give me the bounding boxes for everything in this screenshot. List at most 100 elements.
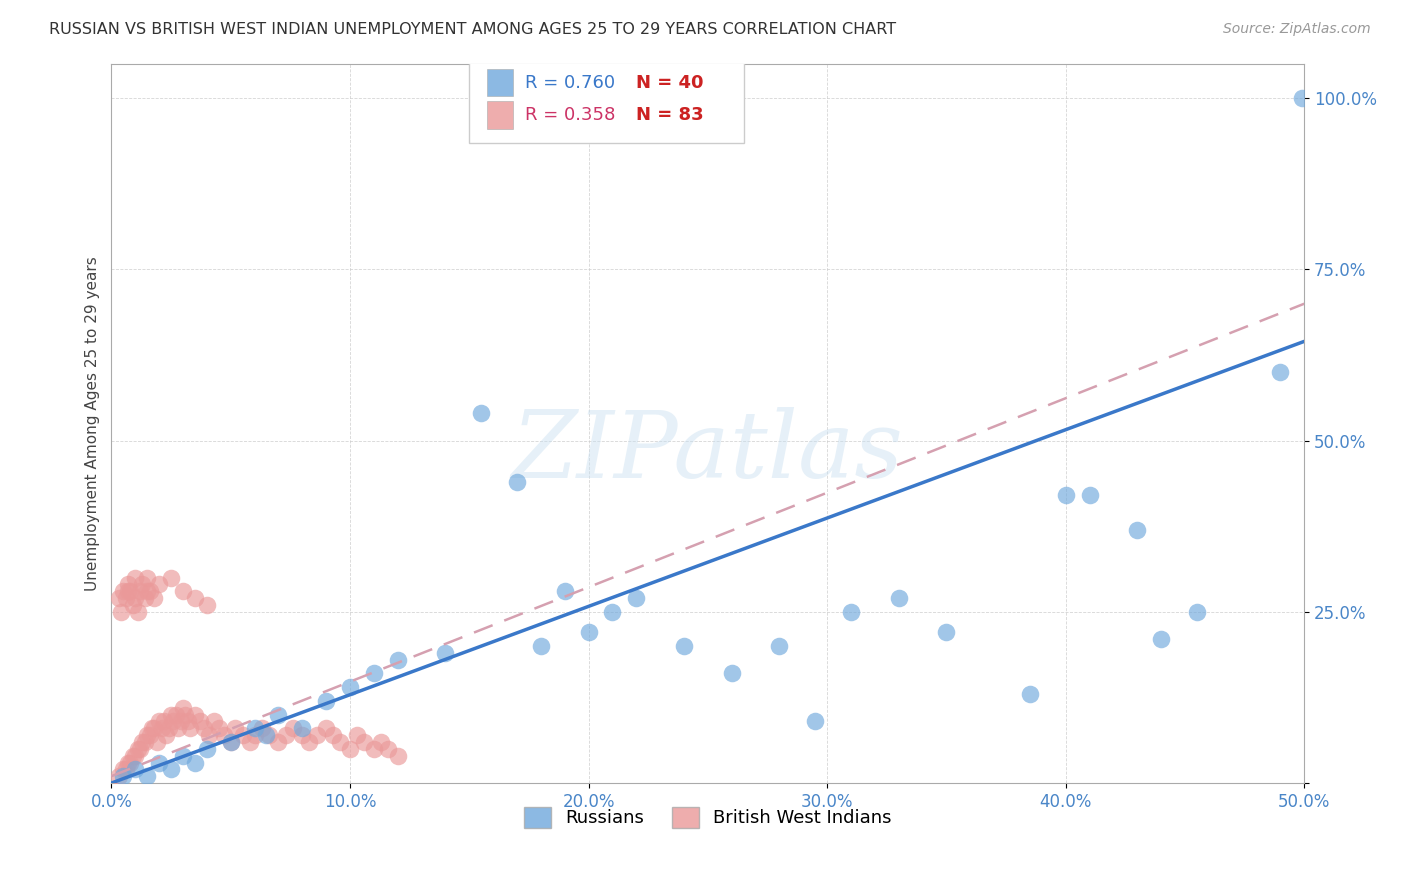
Text: N = 83: N = 83 xyxy=(637,106,704,124)
Point xyxy=(131,577,153,591)
Bar xyxy=(486,102,513,128)
Point xyxy=(167,721,190,735)
Point xyxy=(256,728,278,742)
Point xyxy=(315,721,337,735)
Point xyxy=(177,714,200,729)
Point xyxy=(305,728,328,742)
Point xyxy=(112,763,135,777)
Point xyxy=(127,741,149,756)
Point xyxy=(377,741,399,756)
Point xyxy=(208,721,231,735)
Point xyxy=(274,728,297,742)
Point xyxy=(110,605,132,619)
Point xyxy=(138,728,160,742)
Point xyxy=(136,728,159,742)
Point xyxy=(1054,488,1077,502)
Point xyxy=(626,591,648,606)
Point xyxy=(172,584,194,599)
Text: R = 0.760: R = 0.760 xyxy=(526,74,616,92)
Point xyxy=(143,591,166,606)
Point xyxy=(202,714,225,729)
Point xyxy=(267,735,290,749)
Point xyxy=(353,735,375,749)
Point xyxy=(136,769,159,783)
Point xyxy=(554,584,576,599)
Point xyxy=(179,721,201,735)
Text: Source: ZipAtlas.com: Source: ZipAtlas.com xyxy=(1223,22,1371,37)
Point xyxy=(134,591,156,606)
Point xyxy=(530,639,553,653)
Point xyxy=(162,714,184,729)
Point xyxy=(195,598,218,612)
Point xyxy=(184,756,207,770)
Text: N = 40: N = 40 xyxy=(637,74,704,92)
Point xyxy=(114,591,136,606)
Point xyxy=(839,605,862,619)
Point xyxy=(117,584,139,599)
Point xyxy=(138,584,160,599)
Point xyxy=(195,741,218,756)
Point xyxy=(157,721,180,735)
Point xyxy=(134,735,156,749)
Point xyxy=(1126,523,1149,537)
Point xyxy=(127,605,149,619)
Point xyxy=(160,571,183,585)
Point xyxy=(1291,91,1313,105)
Point xyxy=(150,721,173,735)
Legend: Russians, British West Indians: Russians, British West Indians xyxy=(517,800,898,835)
Point xyxy=(257,728,280,742)
Point xyxy=(114,763,136,777)
Point xyxy=(434,646,457,660)
Point xyxy=(387,653,409,667)
Point xyxy=(250,721,273,735)
Point xyxy=(153,714,176,729)
Point xyxy=(935,625,957,640)
Point xyxy=(672,639,695,653)
Point xyxy=(219,735,242,749)
FancyBboxPatch shape xyxy=(470,61,744,143)
Point xyxy=(143,721,166,735)
Point xyxy=(160,763,183,777)
Point xyxy=(184,591,207,606)
Point xyxy=(117,577,139,591)
Text: ZIPatlas: ZIPatlas xyxy=(512,408,904,498)
Point xyxy=(339,741,361,756)
Point xyxy=(1018,687,1040,701)
Point xyxy=(387,748,409,763)
Bar xyxy=(486,69,513,96)
Point xyxy=(172,748,194,763)
Point xyxy=(124,571,146,585)
Point xyxy=(267,707,290,722)
Point xyxy=(148,756,170,770)
Point xyxy=(506,475,529,489)
Point xyxy=(281,721,304,735)
Point xyxy=(470,406,492,420)
Point xyxy=(1150,632,1173,647)
Point xyxy=(804,714,827,729)
Point xyxy=(720,666,742,681)
Point xyxy=(112,584,135,599)
Point xyxy=(184,707,207,722)
Point xyxy=(322,728,344,742)
Point xyxy=(243,721,266,735)
Point xyxy=(131,735,153,749)
Point xyxy=(122,748,145,763)
Point xyxy=(122,598,145,612)
Point xyxy=(169,714,191,729)
Point xyxy=(887,591,910,606)
Point xyxy=(124,748,146,763)
Point xyxy=(120,756,142,770)
Point xyxy=(1078,488,1101,502)
Point xyxy=(291,721,314,735)
Point xyxy=(198,728,221,742)
Point xyxy=(141,721,163,735)
Point xyxy=(239,735,262,749)
Point xyxy=(768,639,790,653)
Point xyxy=(1270,365,1292,379)
Text: RUSSIAN VS BRITISH WEST INDIAN UNEMPLOYMENT AMONG AGES 25 TO 29 YEARS CORRELATIO: RUSSIAN VS BRITISH WEST INDIAN UNEMPLOYM… xyxy=(49,22,897,37)
Point xyxy=(129,741,152,756)
Point xyxy=(160,707,183,722)
Point xyxy=(602,605,624,619)
Point xyxy=(370,735,392,749)
Point xyxy=(107,769,129,783)
